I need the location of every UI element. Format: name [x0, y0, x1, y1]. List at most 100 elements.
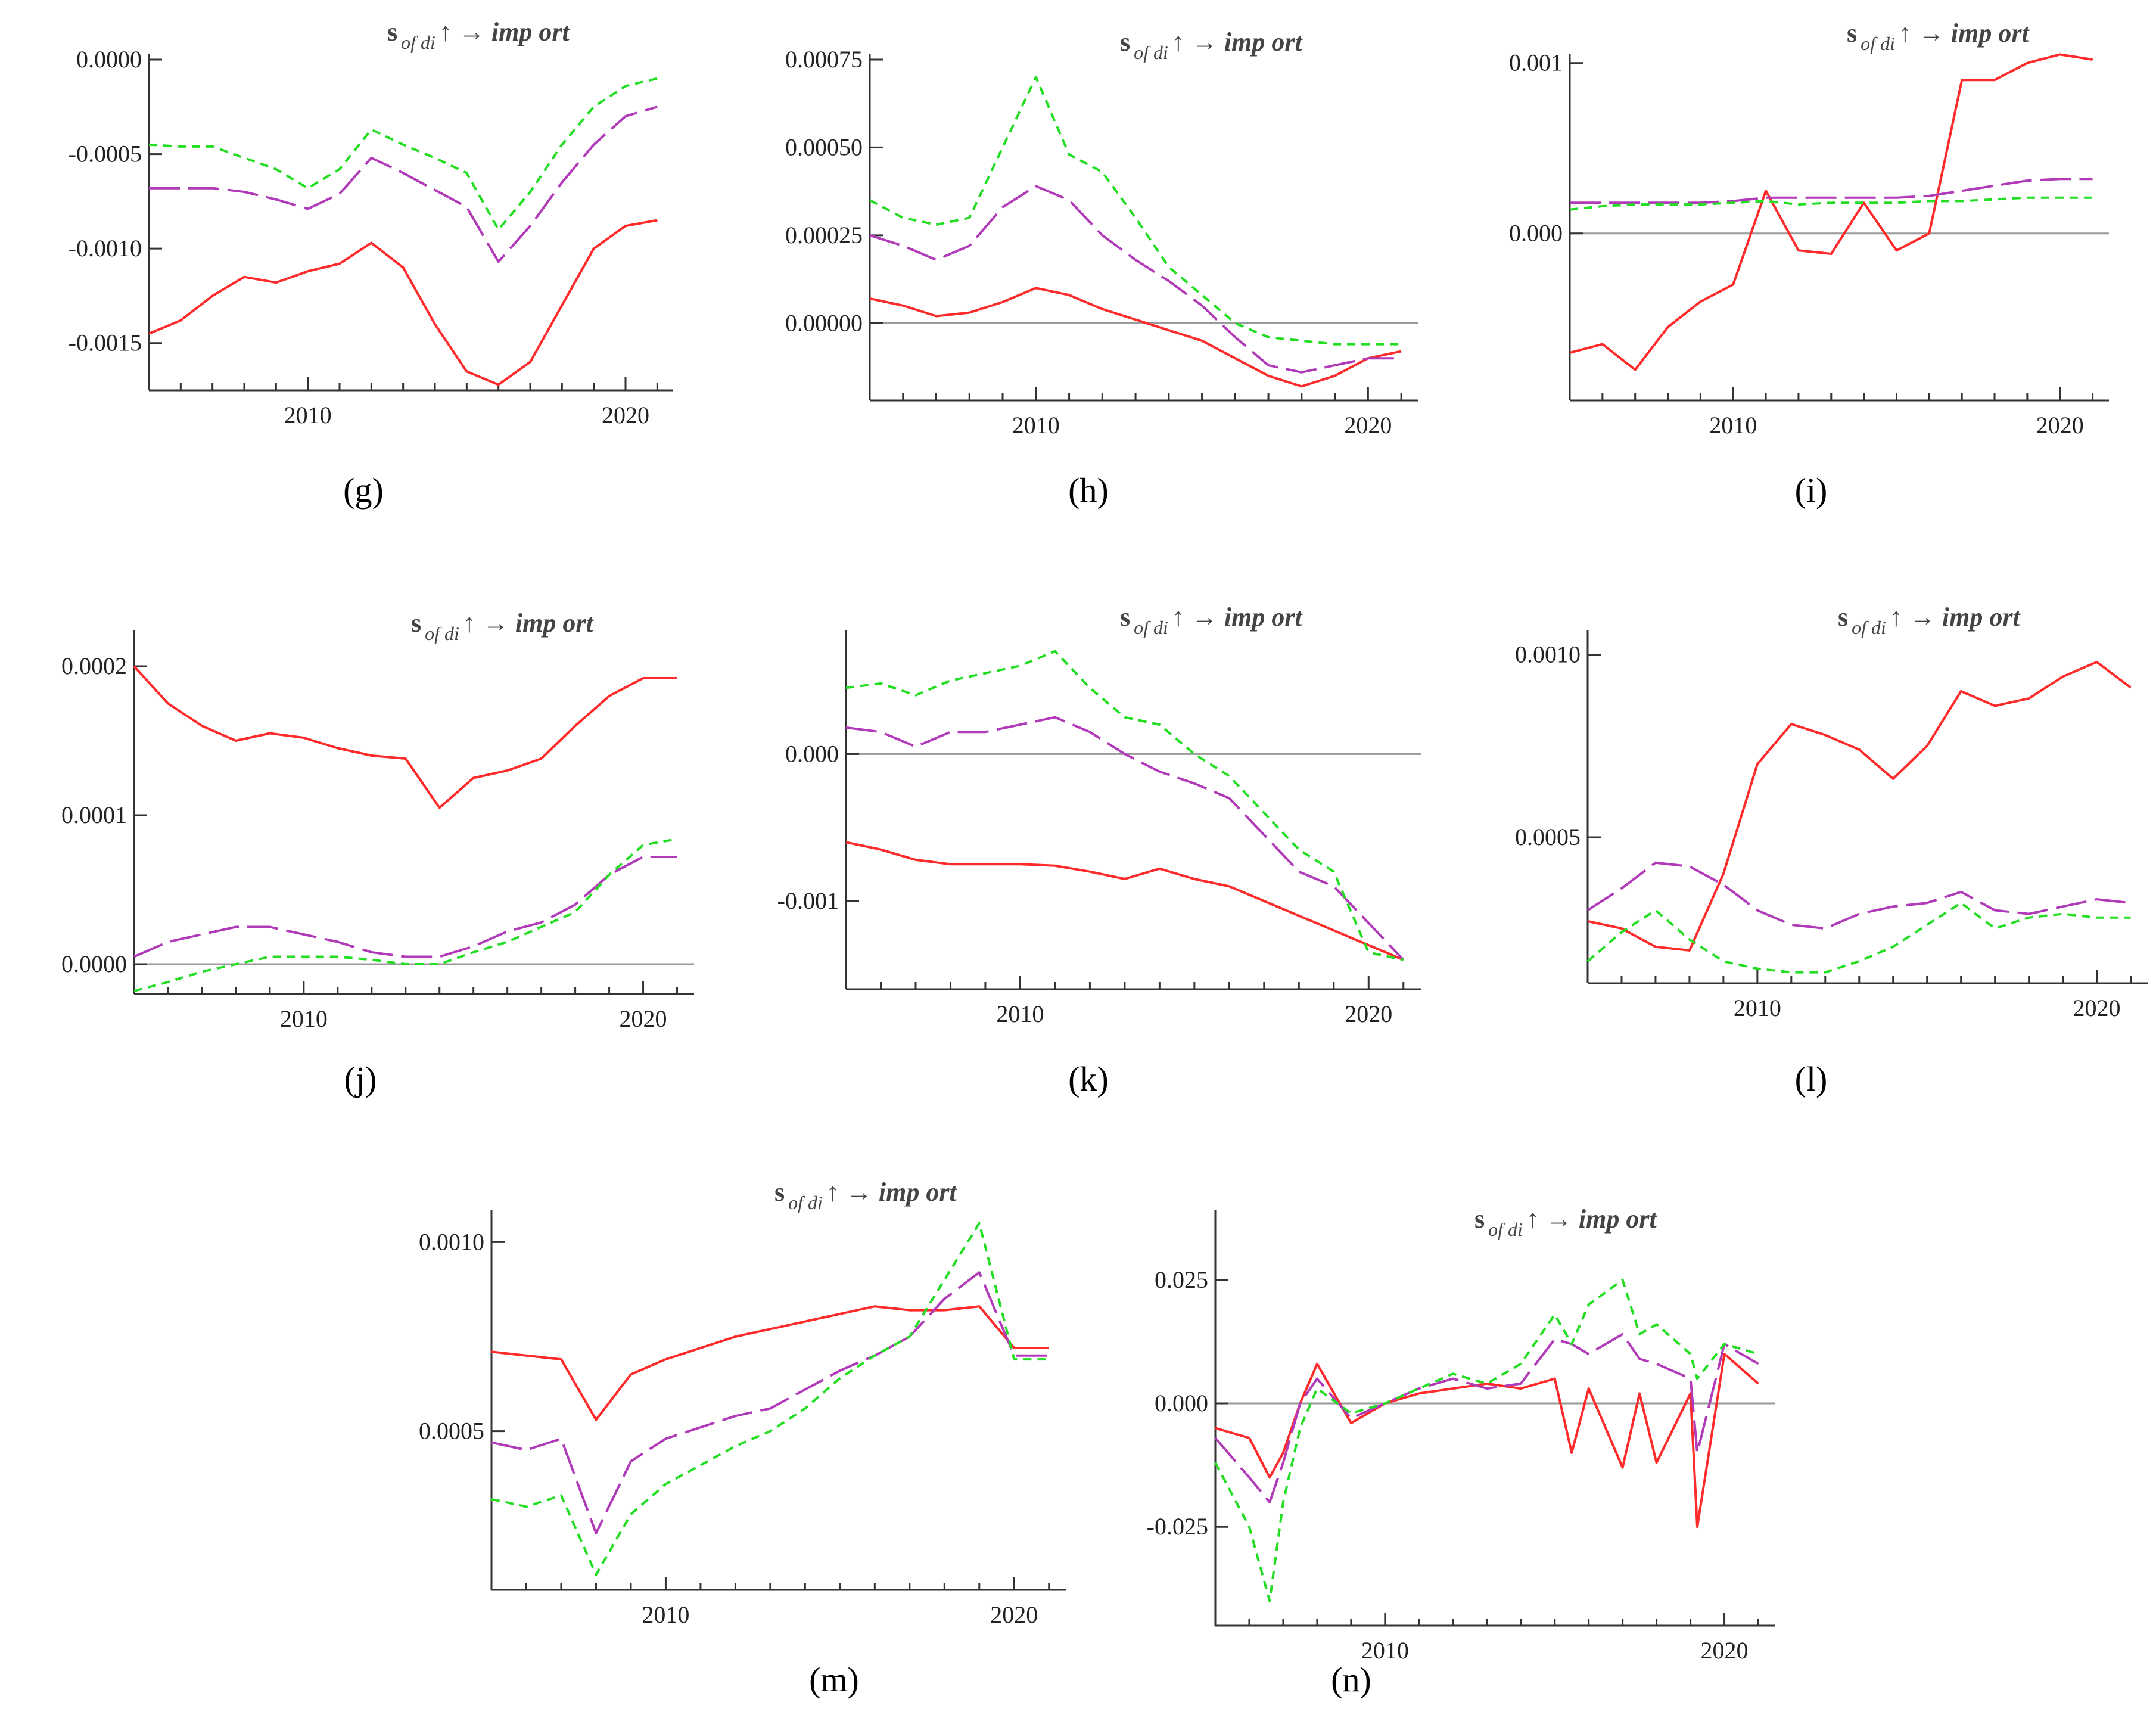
- y-tick-label: 0.00075: [785, 46, 863, 73]
- title-tail: imp ort: [1224, 27, 1303, 57]
- chart-panel-n: 2010 2020 0.025 0.000 -0.025 s of di ↑ → imp or…: [1147, 1204, 1775, 1699]
- title-arrow: ↑ →: [1172, 27, 1224, 57]
- title-arrow: ↑ →: [463, 608, 515, 638]
- title-base: s: [1120, 27, 1130, 57]
- panel-label: (i): [1795, 471, 1828, 510]
- title-sub: of di: [425, 623, 459, 644]
- panel-title: s of di ↑ → imp ort: [1120, 602, 1303, 638]
- series-line-purple: [1570, 178, 2093, 204]
- series-line-purple: [149, 105, 658, 263]
- series-line-purple: [491, 1271, 1049, 1534]
- y-tick-label: -0.0010: [69, 235, 142, 262]
- panel-label: (j): [344, 1060, 377, 1098]
- title-base: s: [1474, 1204, 1485, 1234]
- y-tick-label: 0.0000: [76, 46, 142, 73]
- y-tick-label: 0.025: [1155, 1266, 1208, 1293]
- x-tick-label: 2020: [1345, 1001, 1392, 1027]
- series-line-red: [1569, 53, 2093, 371]
- y-tick-label: 0.000: [1155, 1390, 1208, 1416]
- title-tail: imp ort: [491, 17, 571, 46]
- series-line-red: [845, 841, 1404, 961]
- y-tick-label: 0.0010: [419, 1228, 484, 1255]
- title-tail: imp ort: [1942, 602, 2021, 632]
- x-tick-label: 2020: [602, 402, 649, 428]
- series-line-green: [1586, 902, 2131, 974]
- x-tick-label: 2010: [1734, 995, 1781, 1021]
- title-arrow: ↑ →: [1526, 1204, 1579, 1234]
- series-line-red: [1587, 660, 2132, 952]
- panel-title: s of di ↑ → imp ort: [1838, 602, 2021, 638]
- x-tick-label: 2010: [642, 1601, 689, 1628]
- title-tail: imp ort: [515, 608, 595, 638]
- title-base: s: [1120, 602, 1130, 632]
- x-tick-label: 2020: [620, 1005, 667, 1032]
- title-tail: imp ort: [1951, 18, 2030, 48]
- series-line-purple: [869, 185, 1402, 374]
- x-tick-label: 2020: [990, 1601, 1038, 1628]
- title-sub: of di: [1852, 617, 1886, 638]
- chart-panel-h: 2010 2020 0.00075 0.00050 0.00025 0.00000 s of …: [785, 27, 1418, 510]
- series-line-red: [491, 1305, 1049, 1421]
- series-line-red: [869, 287, 1402, 388]
- title-sub: of di: [1134, 42, 1168, 63]
- series-line-green: [491, 1222, 1049, 1576]
- panel-label: (l): [1795, 1060, 1828, 1098]
- panel-title: s of di ↑ → imp ort: [411, 608, 594, 644]
- series-line-purple: [845, 716, 1405, 961]
- chart-panel-l: 2010 2020 0.0010 0.0005 s of di ↑ → imp ort (l): [1515, 602, 2148, 1098]
- panel-label: (k): [1068, 1060, 1109, 1098]
- x-tick-label: 2010: [1361, 1637, 1409, 1664]
- panel-label: (m): [809, 1660, 859, 1699]
- title-base: s: [774, 1178, 785, 1207]
- y-tick-label: 0.000: [1509, 220, 1563, 247]
- x-tick-label: 2010: [280, 1005, 328, 1032]
- y-tick-label: 0.00025: [785, 222, 863, 248]
- chart-panel-g: 2010 2020 0.0000 -0.0005 -0.0010 -0.0015 s of d…: [69, 17, 673, 510]
- y-tick-label: 0.0005: [419, 1418, 484, 1444]
- panel-title: s of di ↑ → imp ort: [387, 17, 570, 53]
- title-sub: of di: [1488, 1219, 1523, 1240]
- y-tick-label: 0.0002: [61, 653, 127, 679]
- series-line-red: [1215, 1353, 1759, 1529]
- y-tick-label: 0.0001: [61, 802, 127, 828]
- x-tick-label: 2010: [1012, 412, 1060, 439]
- title-base: s: [411, 608, 421, 638]
- panel-title: s of di ↑ → imp ort: [1847, 18, 2030, 54]
- panel-title: s of di ↑ → imp ort: [1120, 27, 1303, 63]
- y-tick-label: 0.0010: [1515, 641, 1581, 668]
- x-tick-label: 2020: [2073, 995, 2121, 1021]
- panel-label: (g): [343, 471, 384, 510]
- x-tick-label: 2010: [1709, 412, 1757, 439]
- title-arrow: ↑ →: [1172, 602, 1224, 632]
- y-tick-label: -0.0005: [69, 141, 142, 167]
- series-line-purple: [1586, 861, 2131, 930]
- series-line-green: [845, 650, 1404, 961]
- panel-label: (h): [1068, 471, 1109, 510]
- series-line-green: [148, 77, 658, 231]
- x-tick-label: 2020: [1344, 412, 1392, 439]
- title-sub: of di: [788, 1192, 823, 1213]
- chart-panel-j: 2010 2020 0.0002 0.0001 0.0000 s of di ↑ → imp …: [61, 608, 694, 1098]
- panel-title: s of di ↑ → imp ort: [774, 1178, 957, 1213]
- title-sub: of di: [401, 32, 435, 53]
- panel-title: s of di ↑ → imp ort: [1474, 1204, 1657, 1240]
- title-arrow: ↑ →: [1890, 602, 1942, 632]
- y-tick-label: 0.00050: [785, 133, 863, 160]
- title-base: s: [1838, 602, 1848, 632]
- y-tick-label: 0.0005: [1515, 824, 1581, 850]
- y-tick-label: -0.001: [777, 887, 839, 914]
- title-base: s: [387, 17, 397, 46]
- series-line-green: [133, 838, 677, 992]
- series-line-red: [133, 665, 677, 809]
- x-tick-label: 2010: [996, 1001, 1044, 1027]
- chart-panel-i: 2010 2020 0.001 0.000 s of di ↑ → imp ort (i): [1509, 18, 2109, 510]
- series-line-green: [1569, 196, 2093, 211]
- y-tick-label: -0.0015: [69, 330, 142, 356]
- title-sub: of di: [1134, 617, 1168, 638]
- y-tick-label: 0.001: [1509, 49, 1563, 76]
- title-tail: imp ort: [1579, 1204, 1658, 1234]
- title-arrow: ↑ →: [439, 17, 491, 46]
- series-line-green: [1214, 1278, 1759, 1602]
- x-tick-label: 2020: [2036, 412, 2084, 439]
